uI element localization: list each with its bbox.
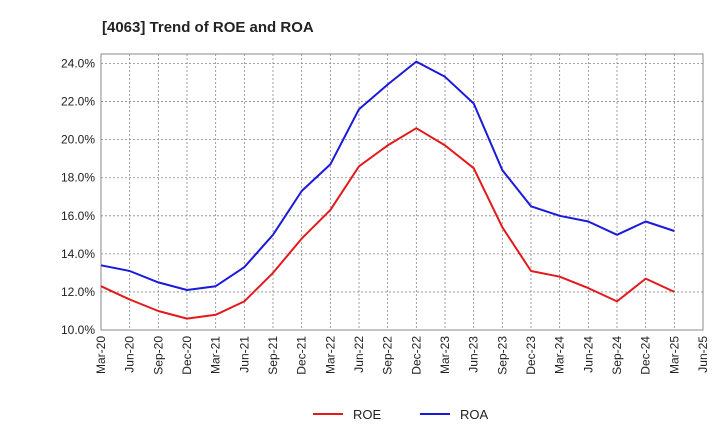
y-tick-label: 14.0% [61,247,95,261]
x-tick-label: Mar-22 [323,336,337,374]
x-tick-label: Dec-23 [524,336,538,375]
y-tick-label: 18.0% [61,171,95,185]
legend-label-roa: ROA [460,407,489,422]
y-tick-label: 12.0% [61,285,95,299]
legend: ROE ROA [313,407,489,422]
x-tick-label: Jun-22 [352,336,366,373]
x-tick-label: Jun-24 [581,336,595,373]
series-line-roa [100,60,675,291]
x-tick-label: Dec-22 [409,336,423,375]
x-tick-label: Jun-25 [696,336,710,373]
x-tick-label: Sep-24 [610,336,624,375]
x-tick-label: Jun-21 [237,336,251,373]
x-tick-label: Sep-22 [381,336,395,375]
chart-title: [4063] Trend of ROE and ROA [102,19,314,36]
series-lines [100,60,675,320]
y-tick-label: 10.0% [61,323,95,337]
x-tick-label: Mar-24 [553,336,567,374]
x-tick-label: Sep-21 [266,336,280,375]
x-tick-label: Mar-21 [209,336,223,374]
x-tick-label: Dec-21 [295,336,309,375]
y-tick-label: 16.0% [61,209,95,223]
y-tick-label: 20.0% [61,133,95,147]
series-line-roe [100,127,675,320]
x-axis-ticks: Mar-20 Jun-20 Sep-20 Dec-20 Mar-21 Jun-21 Sep-… [94,336,710,375]
grid-lines [101,54,703,330]
x-tick-label: Mar-25 [667,336,681,374]
x-tick-label: Mar-20 [94,336,108,374]
x-tick-label: Jun-23 [467,336,481,373]
plot-frame [100,53,704,331]
legend-label-roe: ROE [353,407,382,422]
x-tick-label: Sep-20 [151,336,165,375]
y-tick-label: 22.0% [61,95,95,109]
x-tick-label: Dec-24 [639,336,653,375]
y-axis-ticks: 10.0% 12.0% 14.0% 16.0% 18.0% 20.0% 22.0% 24.0% [61,57,95,337]
x-tick-label: Jun-20 [123,336,137,373]
x-tick-label: Sep-23 [495,336,509,375]
y-tick-label: 24.0% [61,57,95,71]
x-tick-label: Mar-23 [438,336,452,374]
x-tick-label: Dec-20 [180,336,194,375]
